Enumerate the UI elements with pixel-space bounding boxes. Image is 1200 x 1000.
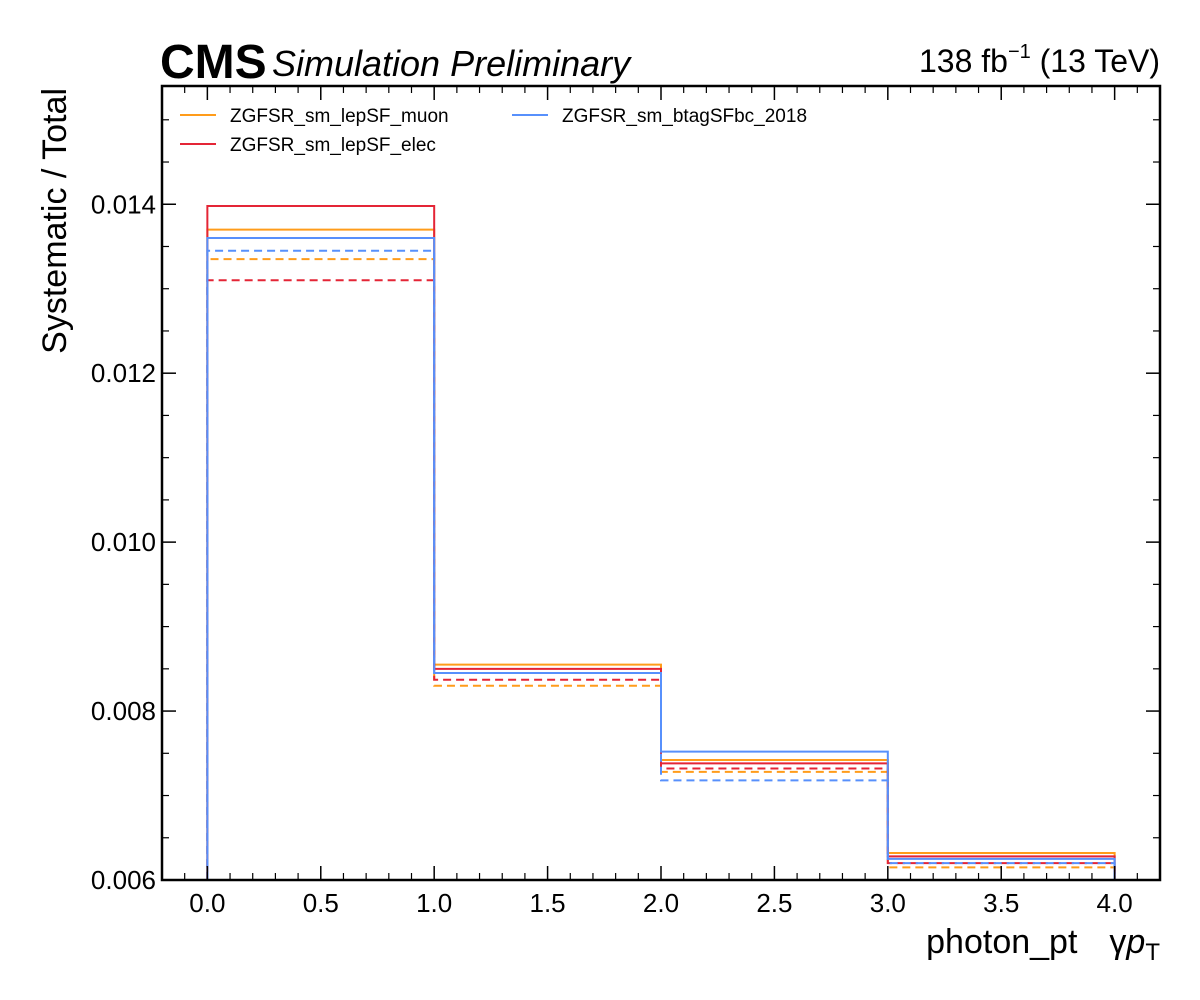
x-tick-label: 4.0 xyxy=(1097,888,1133,918)
y-tick-label: 0.008 xyxy=(91,696,156,726)
x-tick-label: 0.0 xyxy=(189,888,225,918)
series-2-down-line xyxy=(206,249,1116,880)
x-axis-symbol: p xyxy=(1125,923,1145,961)
y-tick-label: 0.010 xyxy=(91,527,156,557)
x-tick-label: 2.0 xyxy=(643,888,679,918)
histogram-steps xyxy=(206,204,1116,880)
lumi-label: 138 fb−1 (13 TeV) xyxy=(919,41,1160,79)
y-tick-label: 0.006 xyxy=(91,865,156,895)
x-tick-labels: 0.0 0.5 1.0 1.5 2.0 2.5 3.0 3.5 4.0 xyxy=(189,888,1132,918)
series-0-up-line xyxy=(206,228,1116,880)
y-tick-label: 0.012 xyxy=(91,358,156,388)
y-tick-labels: 0.006 0.008 0.010 0.012 0.014 xyxy=(91,189,156,895)
x-axis-greek: γ xyxy=(1109,923,1126,961)
simulation-label: Simulation Preliminary xyxy=(272,43,632,84)
x-tick-label: 1.0 xyxy=(416,888,452,918)
series-1-down-line xyxy=(206,279,1116,880)
cms-label: CMS xyxy=(160,36,267,89)
x-tick-label: 3.0 xyxy=(870,888,906,918)
axis-ticks xyxy=(162,86,1160,881)
x-tick-label: 1.5 xyxy=(530,888,566,918)
lumi-suffix: (13 TeV) xyxy=(1031,43,1160,79)
x-axis-title: photon_pt γpT xyxy=(926,923,1160,966)
legend-entry-label: ZGFSR_sm_lepSF_muon xyxy=(230,106,449,127)
series-2-up-line xyxy=(206,237,1116,880)
legend-entry-label: ZGFSR_sm_btagSFbc_2018 xyxy=(562,106,807,127)
series-1-up-line xyxy=(206,204,1116,880)
lumi-exponent: −1 xyxy=(1008,41,1031,63)
legend-entry-label: ZGFSR_sm_lepSF_elec xyxy=(230,135,436,156)
plot-area: 0.0 0.5 1.0 1.5 2.0 2.5 3.0 3.5 4.0 0.0060.0080.… xyxy=(91,84,1162,918)
legend: ZGFSR_sm_lepSF_muon ZGFSR_sm_lepSF_elec ZG… xyxy=(180,106,807,156)
y-tick-label: 0.014 xyxy=(91,189,156,219)
series-0-down-line xyxy=(206,258,1116,880)
x-axis-subscript: T xyxy=(1145,939,1160,966)
x-tick-label: 0.5 xyxy=(303,888,339,918)
lumi-prefix: 138 fb xyxy=(919,43,1008,79)
x-tick-label: 3.5 xyxy=(983,888,1019,918)
x-axis-variable: photon_pt xyxy=(926,923,1078,961)
y-axis-title: Systematic / Total xyxy=(36,88,74,354)
x-tick-label: 2.5 xyxy=(756,888,792,918)
